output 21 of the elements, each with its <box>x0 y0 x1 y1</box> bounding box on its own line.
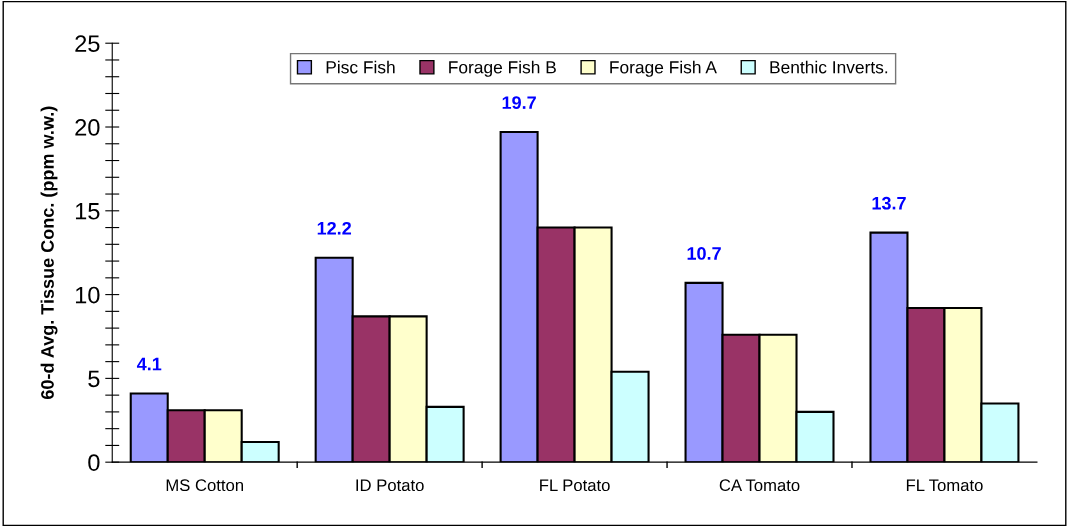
x-tick-label: MS Cotton <box>166 479 243 492</box>
x-tick-label: ID Potato <box>356 479 424 492</box>
y-tick-label: 20 <box>75 119 100 136</box>
y-tick-label: 25 <box>75 35 100 52</box>
data-label: 13.7 <box>872 196 906 210</box>
data-label: 4.1 <box>136 357 162 371</box>
x-tick-label: FL Potato <box>540 479 610 492</box>
data-label: 12.2 <box>317 221 352 235</box>
y-axis-title: 60-d Avg. Tissue Conc. (ppm w.w.) <box>40 106 58 399</box>
data-label: 19.7 <box>502 96 536 110</box>
y-tick-label: 5 <box>88 370 100 388</box>
legend-label: Forage Fish A <box>610 60 717 77</box>
legend-label: Forage Fish B <box>449 60 556 77</box>
x-tick-label: FL Tomato <box>906 479 983 492</box>
y-tick-label: 15 <box>75 203 100 220</box>
x-tick-label: CA Tomato <box>719 479 800 492</box>
y-tick-label: 0 <box>88 454 100 471</box>
y-tick-label: 10 <box>75 286 100 304</box>
legend-label: Benthic Inverts. <box>770 60 888 74</box>
data-label: 10.7 <box>687 247 721 260</box>
legend-label: Pisc Fish <box>326 60 395 74</box>
